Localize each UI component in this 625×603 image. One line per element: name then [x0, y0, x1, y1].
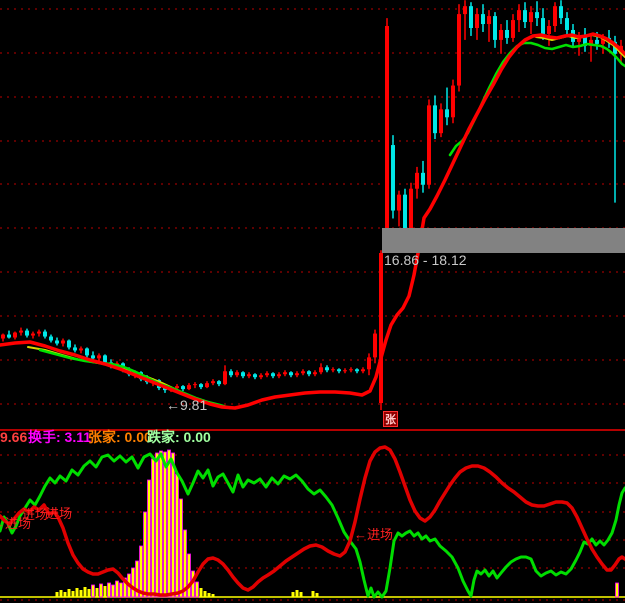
gap-range-box [382, 228, 625, 253]
moving-average-layer [0, 32, 625, 410]
ma-green-right [448, 41, 625, 157]
grid-layer [0, 8, 625, 405]
ma-red-main [0, 32, 625, 410]
indicator-panel[interactable]: 进场 进场 ←进场 ←进场 [0, 445, 625, 603]
entry-label: ←进场 [0, 516, 32, 531]
price-candlestick-chart[interactable] [0, 0, 625, 429]
info-value-price: 9.66 [0, 429, 28, 445]
entry-label: ←进场 [354, 527, 394, 542]
buy-signal-marker: 张 [383, 411, 398, 427]
entry-label: 进场 [46, 506, 73, 521]
info-losers: 跌家: 0.00 [147, 429, 211, 445]
indicator-red-slow [0, 445, 625, 597]
indicator-chart[interactable] [0, 445, 625, 603]
candles-layer [1, 0, 623, 410]
panel-separator [0, 429, 625, 431]
low-price-label: ←9.81 [166, 397, 208, 413]
info-gainers: 张家: 0.00 [88, 429, 152, 445]
indicator-info-bar: 9.66 换手: 3.11 张家: 0.00 跌家: 0.00 [0, 430, 625, 445]
info-turnover: 换手: 3.11 [28, 429, 92, 445]
entry-label: 进场 [22, 507, 49, 522]
gap-range-label: 16.86 - 18.12 [384, 252, 467, 268]
indicator-lines-layer [0, 445, 625, 599]
entry-signal-labels: 进场 进场 ←进场 ←进场 [0, 445, 625, 603]
volume-histogram-layer [0, 449, 625, 598]
